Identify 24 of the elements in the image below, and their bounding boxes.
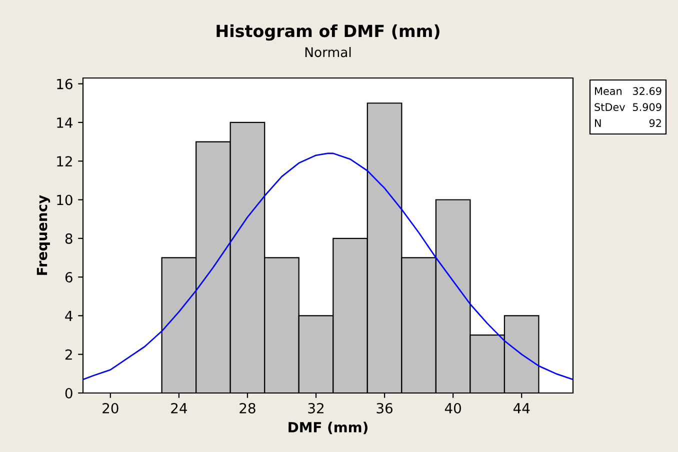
x-tick-label: 28 [240,402,256,414]
y-axis-title: Frequency [36,195,50,275]
text: N 92 [595,119,661,128]
y-tick-label: 4 [65,310,72,321]
y-tick-label: 10 [57,194,72,206]
y-tick-label: 12 [57,156,72,166]
chart-subtitle: Normal [305,46,351,58]
x-tick-label: 32 [308,402,324,414]
x-tick-label: 36 [376,402,392,414]
x-tick-label: 24 [171,402,187,414]
y-tick-label: 6 [65,272,72,283]
line-series [83,152,573,380]
x-tick-label: 44 [513,403,530,414]
y-tick-label: 8 [65,233,72,244]
x-axis-title: DMF (mm) [288,422,368,434]
x-tick-label: 40 [444,402,461,414]
y-tick-label: 2 [65,349,72,360]
text: Mean 32.69 [595,87,662,96]
y-tick-label: 0 [65,388,72,398]
chart-title: Histogram of DMF (mm) [216,24,440,41]
y-tick-label: 16 [57,78,72,90]
y-tick-label: 14 [57,118,72,128]
x-tick-label: 20 [102,402,118,414]
text: StDev 5.909 [594,103,662,112]
